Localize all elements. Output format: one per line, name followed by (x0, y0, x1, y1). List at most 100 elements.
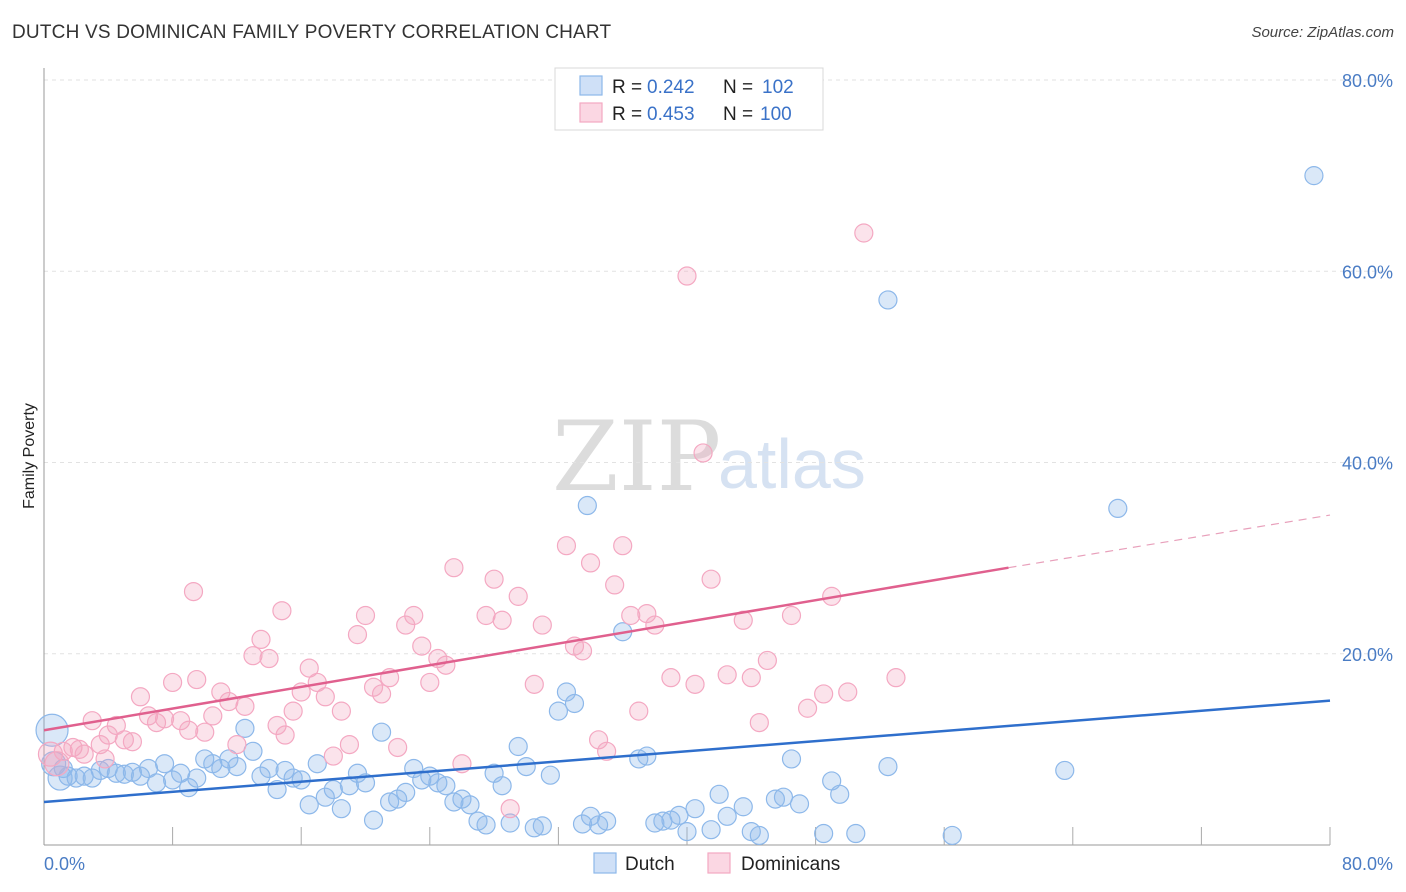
point-dutch (749, 825, 769, 846)
point-dominicans (251, 629, 271, 650)
point-dominicans (275, 725, 295, 745)
point-dominicans (114, 730, 134, 750)
x-axis-ticks (172, 827, 1331, 845)
point-dutch (1304, 166, 1324, 186)
point-dominicans (757, 650, 777, 671)
point-dutch (572, 814, 593, 834)
point-dutch (733, 797, 753, 817)
point-dutch (564, 693, 585, 714)
point-dutch (130, 766, 151, 786)
point-dutch (781, 749, 802, 769)
point-dominicans (371, 684, 392, 704)
point-dominicans (838, 682, 858, 702)
point-dominicans (404, 605, 424, 626)
legend-r-value-dominicans: 0.453 (647, 104, 695, 125)
gridlines (44, 79, 1393, 655)
point-dominicans (187, 669, 207, 690)
legend-swatch-dominicans (579, 102, 603, 123)
point-dutch (677, 822, 697, 842)
point-dutch (163, 770, 183, 790)
point-dominicans (219, 691, 239, 712)
point-dutch (814, 823, 834, 844)
point-dominicans (886, 668, 906, 688)
trend-line-dominicans (43, 566, 1009, 732)
point-dominicans (259, 648, 279, 669)
point-dominicans (508, 586, 528, 606)
point-dutch (235, 718, 255, 738)
point-dominicans (444, 558, 464, 578)
point-dutch (548, 701, 569, 721)
point-dutch (476, 815, 496, 835)
legend-r-value-dutch: 0.242 (647, 77, 695, 98)
point-dominicans (629, 701, 649, 721)
point-dominicans (90, 734, 110, 755)
point-dominicans (661, 668, 681, 688)
legend-n-label-dominicans: N = (723, 104, 753, 125)
correlation-legend: R = 0.242 N = 102 R = 0.453 N = 100 (554, 67, 824, 131)
point-dominicans (203, 706, 223, 726)
point-dutch (540, 765, 560, 785)
point-dominicans (436, 655, 456, 675)
point-dominicans (243, 646, 263, 666)
point-dominicans (171, 711, 191, 731)
point-dutch (532, 816, 552, 836)
point-dominicans (685, 674, 705, 694)
series-dutch-points (35, 166, 1324, 846)
point-dutch (500, 813, 520, 833)
point-dominicans (781, 605, 802, 626)
point-dutch (830, 784, 850, 804)
point-dutch (942, 825, 962, 846)
point-dutch (323, 779, 343, 800)
point-dutch (436, 776, 456, 796)
point-dutch (331, 799, 351, 819)
point-dominicans (315, 687, 335, 707)
point-dominicans (163, 672, 183, 693)
point-dutch (1055, 760, 1075, 781)
point-dominicans (621, 605, 641, 626)
point-dominicans (613, 536, 633, 556)
point-dutch (259, 758, 279, 779)
point-dominicans (53, 741, 73, 761)
point-dominicans (572, 641, 593, 661)
point-dominicans (299, 658, 319, 678)
point-dominicans (717, 665, 737, 685)
point-dutch (90, 760, 110, 781)
point-dutch (66, 768, 86, 788)
point-dutch (396, 782, 416, 803)
point-dutch (556, 682, 577, 702)
point-dutch (307, 754, 327, 774)
y-tick-label-60: 60.0% (1342, 262, 1393, 282)
point-dutch (275, 760, 295, 781)
point-dominicans (355, 605, 376, 626)
point-dutch (709, 784, 729, 804)
point-dominicans (677, 266, 697, 286)
point-dominicans (532, 615, 552, 635)
point-dominicans (339, 734, 360, 755)
point-dominicans (388, 737, 408, 758)
point-dominicans (122, 732, 143, 752)
point-dutch (789, 794, 810, 814)
series-legend-swatch-dutch (593, 852, 617, 874)
point-dutch (106, 763, 126, 783)
point-dominicans (637, 603, 657, 624)
point-dominicans (396, 615, 416, 635)
point-dominicans (476, 605, 496, 626)
y-tick-label-40: 40.0% (1342, 454, 1393, 474)
point-dutch (846, 823, 866, 844)
point-dominicans (814, 684, 834, 704)
point-dominicans (580, 553, 601, 573)
point-dominicans (605, 575, 625, 595)
point-dutch (492, 776, 512, 796)
point-dominicans (154, 709, 175, 729)
point-dominicans (323, 746, 343, 766)
point-dutch (371, 722, 392, 742)
point-dominicans (701, 569, 721, 589)
point-dutch (516, 756, 536, 777)
point-dutch (315, 787, 335, 807)
point-dominicans (95, 749, 115, 769)
point-dominicans (331, 701, 351, 721)
point-dutch (645, 813, 665, 833)
point-dutch (685, 799, 705, 819)
legend-n-value-dutch: 102 (762, 77, 794, 98)
